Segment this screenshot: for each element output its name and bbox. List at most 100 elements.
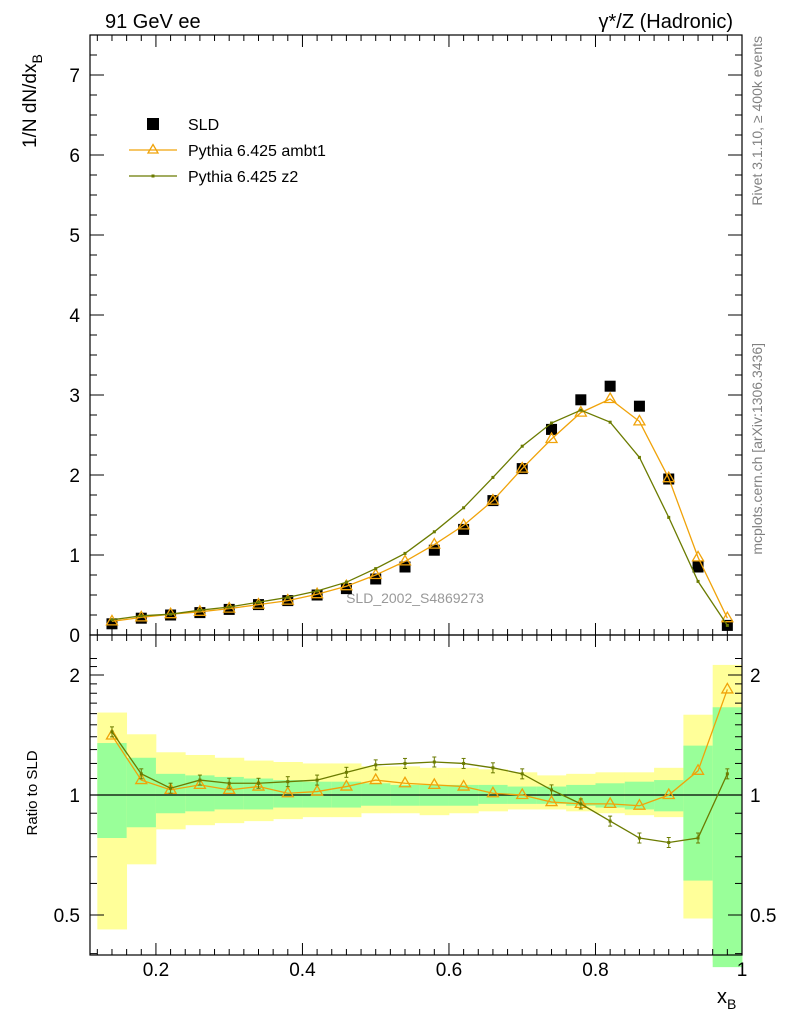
- mcplots-label: mcplots.cern.ch [arXiv:1306.3436]: [749, 343, 765, 555]
- ambt1-marker: [632, 414, 647, 426]
- ambt1-marker: [662, 470, 676, 483]
- z2-marker: [169, 612, 173, 616]
- y-tick-label-ratio: 1: [69, 786, 80, 807]
- z2-marker: [550, 421, 554, 425]
- ambt1-marker: [339, 779, 354, 791]
- z2-marker: [169, 786, 173, 790]
- rivet-version-label: Rivet 3.1.10, ≥ 400k events: [749, 36, 765, 206]
- z2-marker: [667, 515, 671, 519]
- ambt1-marker: [427, 537, 441, 549]
- ambt1-marker: [398, 775, 412, 788]
- z2-marker: [432, 760, 436, 764]
- y-tick-label-main: 4: [69, 306, 80, 327]
- z2-marker: [315, 778, 319, 782]
- y-tick-label-ratio-right: 1: [750, 786, 761, 807]
- z2-marker: [667, 841, 671, 845]
- header-right: γ*/Z (Hadronic): [599, 11, 733, 33]
- legend-marker-ambt1: [146, 143, 160, 154]
- z2-marker: [725, 772, 729, 776]
- z2-marker: [520, 772, 524, 776]
- z2-marker: [432, 530, 436, 534]
- z2-marker: [696, 836, 700, 840]
- ambt1-marker: [515, 461, 529, 473]
- ambt1-marker: [369, 567, 383, 580]
- z2-marker: [403, 551, 407, 555]
- z2-marker: [696, 579, 700, 583]
- y-tick-label-ratio-right: 2: [750, 666, 761, 687]
- sld-data-point: [633, 400, 645, 412]
- z2-marker: [637, 836, 641, 840]
- z2-marker: [462, 506, 466, 510]
- ambt1-marker: [515, 787, 529, 800]
- ambt1-marker: [369, 772, 383, 785]
- z2-marker: [579, 802, 583, 806]
- ambt1-marker: [281, 593, 295, 605]
- y-tick-label-ratio: 0.5: [54, 906, 80, 927]
- sld-data-point: [311, 589, 323, 601]
- ambt1-marker: [310, 784, 324, 796]
- ambt1-marker: [691, 763, 705, 775]
- ambt1-marker: [310, 586, 324, 599]
- sld-data-point: [428, 544, 440, 556]
- ambt1-marker: [720, 682, 734, 694]
- y-tick-label-main: 3: [69, 386, 80, 407]
- legend-marker-z2: [151, 174, 155, 178]
- z2-marker: [139, 772, 143, 776]
- legend-label-ambt1: Pythia 6.425 ambt1: [188, 143, 326, 160]
- z2-marker: [198, 608, 202, 612]
- z2-marker: [139, 614, 143, 618]
- z2-marker: [550, 788, 554, 792]
- z2-marker: [315, 589, 319, 593]
- ambt1-line: [111, 398, 728, 623]
- sld-data-point: [340, 583, 352, 595]
- ambt1-marker: [486, 493, 500, 505]
- z2-marker: [110, 730, 114, 734]
- y-tick-label-main: 6: [69, 146, 80, 167]
- y-axis-title-ratio: Ratio to SLD: [24, 750, 41, 835]
- legend: SLD Pythia 6.425 ambt1 Pythia 6.425 z2: [129, 117, 326, 186]
- z2-marker: [637, 455, 641, 459]
- legend-label-z2: Pythia 6.425 z2: [188, 169, 298, 186]
- band-inner-bin: [683, 745, 714, 881]
- ambt1-marker: [193, 777, 207, 790]
- ambt1-marker: [691, 550, 705, 562]
- y-tick-label-main: 0: [69, 626, 80, 647]
- z2-marker: [256, 600, 260, 604]
- sld-data-point: [194, 607, 206, 619]
- z2-marker: [198, 778, 202, 782]
- ambt1-marker: [222, 782, 236, 795]
- z2-marker: [344, 770, 348, 774]
- y-tick-label-main: 5: [69, 226, 80, 247]
- x-tick-label: 0.2: [143, 960, 169, 981]
- z2-marker: [491, 766, 495, 770]
- analysis-watermark: SLD_2002_S4869273: [346, 590, 484, 606]
- ambt1-marker: [662, 787, 676, 800]
- z2-marker: [344, 580, 348, 584]
- ambt1-marker: [427, 777, 441, 790]
- x-tick-label: 1: [737, 960, 748, 981]
- ambt1-marker: [339, 578, 354, 591]
- ambt1-marker: [720, 610, 734, 623]
- z2-marker: [462, 761, 466, 765]
- sld-data-point: [604, 380, 616, 392]
- ambt1-ratio-line: [111, 689, 728, 807]
- z2-marker: [227, 781, 231, 785]
- sld-data-point: [135, 612, 147, 624]
- z2-marker: [608, 420, 612, 424]
- ambt1-marker: [603, 391, 617, 404]
- ambt1-marker: [456, 779, 471, 791]
- header-left: 91 GeV ee: [105, 11, 201, 33]
- y-tick-label-main: 7: [69, 66, 80, 87]
- legend-marker-sld: [147, 118, 159, 130]
- y-tick-label-main: 1: [69, 546, 80, 567]
- ratio-plot-area: [97, 664, 743, 968]
- z2-marker: [227, 605, 231, 609]
- x-tick-label: 0.8: [582, 960, 608, 981]
- ambt1-marker: [105, 728, 119, 740]
- sld-data-point: [546, 423, 558, 435]
- ambt1-marker: [134, 772, 148, 785]
- ambt1-marker: [105, 614, 119, 626]
- z2-marker: [256, 781, 260, 785]
- band-inner-bin: [97, 743, 128, 839]
